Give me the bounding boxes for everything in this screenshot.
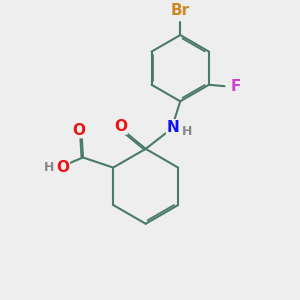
Text: Br: Br (171, 3, 190, 18)
Text: H: H (44, 161, 55, 174)
Text: F: F (230, 79, 241, 94)
Text: O: O (72, 123, 85, 138)
Text: N: N (167, 120, 179, 135)
Text: H: H (182, 125, 192, 138)
Text: O: O (114, 119, 127, 134)
Text: O: O (56, 160, 69, 175)
